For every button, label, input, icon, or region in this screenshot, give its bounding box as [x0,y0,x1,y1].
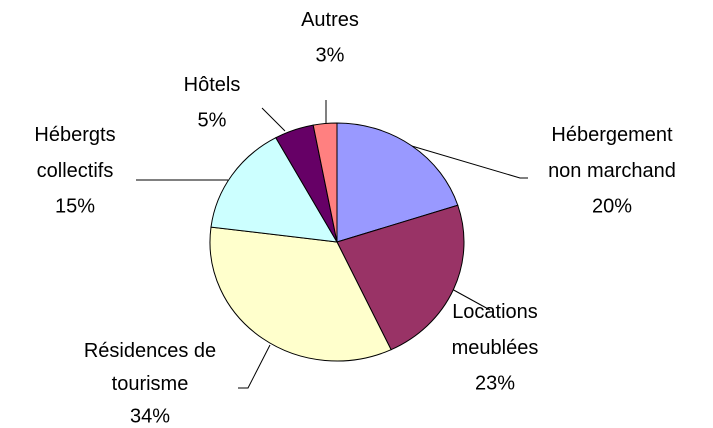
slice-label: Hébergement non marchand [548,124,676,182]
slice-label: Hôtels [184,74,241,96]
value-label: 15% [55,196,95,218]
leader-lines [136,100,528,389]
slice-label-line: tourisme [112,373,189,395]
slice-label-line: Locations [452,301,538,323]
leader-line [404,143,528,179]
value-label: 5% [198,110,227,132]
leader-line [449,287,491,311]
value-label: 34% [130,406,170,428]
pie-slice [336,122,459,243]
leader-line [261,107,286,132]
slice-label-line: Hébergts [34,124,115,146]
slice-label: Hébergts collectifs [34,124,115,182]
leader-line [238,344,271,389]
slice-label-line: Hôtels [184,74,241,96]
slice-label: Autres [301,9,359,31]
value-label: 3% [316,45,345,67]
pie-slice [209,226,392,362]
value-label: 20% [592,196,632,218]
pie-slice [210,137,338,243]
value-label: 23% [475,373,515,395]
slice-label-line: Autres [301,9,359,31]
pie-slice [336,204,465,351]
slice-label-line: Hébergement [551,124,673,146]
slice-label-line: non marchand [548,160,676,182]
slice-label: Résidences de tourisme [84,340,216,395]
slice-label-line: Résidences de [84,340,216,362]
pie-slice [312,122,338,243]
slice-label-line: meublées [452,337,539,359]
slice-label: Locations meublées [452,301,539,359]
slice-label-line: collectifs [37,160,114,182]
